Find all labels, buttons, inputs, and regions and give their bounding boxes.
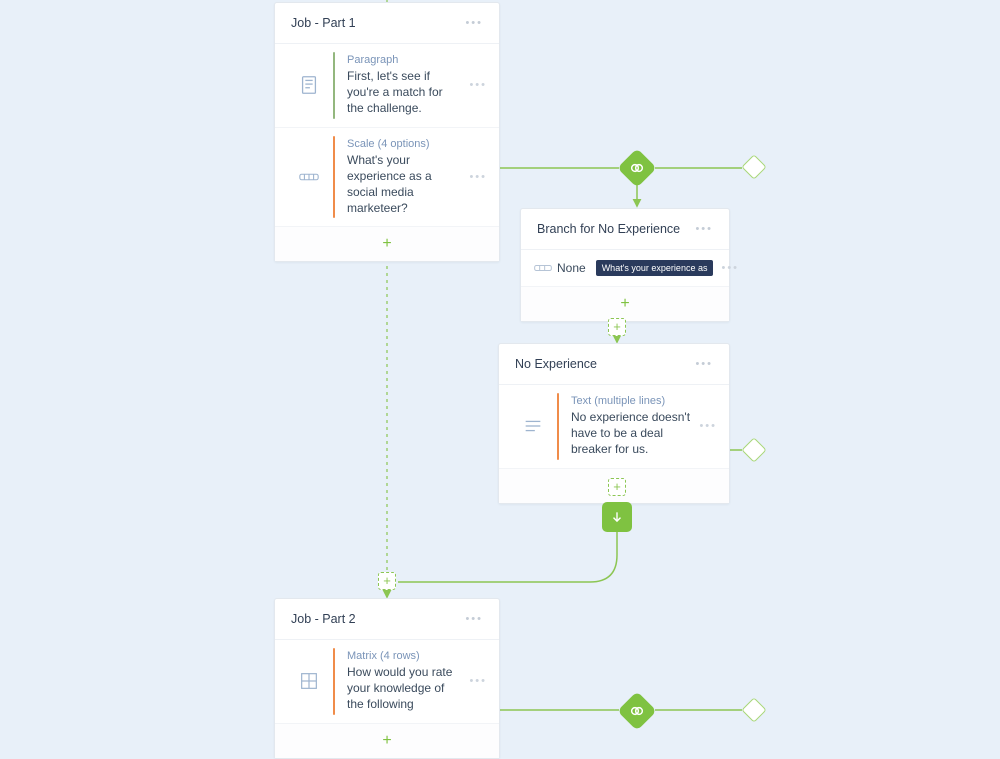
card-title: No Experience (515, 357, 597, 371)
item-text: How would you rate your knowledge of the… (347, 664, 461, 713)
card-menu-icon[interactable]: ••• (695, 358, 713, 370)
item-matrix[interactable]: Matrix (4 rows) How would you rate your … (275, 640, 499, 724)
item-text: First, let's see if you're a match for t… (347, 68, 461, 117)
item-text: No experience doesn't have to be a deal … (571, 409, 691, 458)
continue-down-button[interactable] (602, 502, 632, 532)
item-menu-icon[interactable]: ••• (691, 420, 717, 432)
item-menu-icon[interactable]: ••• (461, 171, 487, 183)
item-text-multiline[interactable]: Text (multiple lines) No experience does… (499, 385, 729, 469)
branch-condition-row[interactable]: None What's your experience as ••• (521, 250, 729, 287)
condition-label: None (553, 261, 596, 275)
item-type-label: Text (multiple lines) (571, 395, 691, 407)
card-branch-no-experience[interactable]: Branch for No Experience ••• None What's… (520, 208, 730, 322)
card-title: Branch for No Experience (537, 222, 680, 236)
item-type-label: Matrix (4 rows) (347, 650, 461, 662)
branch-endpoint-icon[interactable] (741, 697, 766, 722)
insert-node-button[interactable]: + (608, 478, 626, 496)
condition-chip: What's your experience as (596, 260, 714, 276)
branch-endpoint-icon[interactable] (741, 437, 766, 462)
item-menu-icon[interactable]: ••• (713, 262, 739, 274)
decision-diamond[interactable] (617, 148, 657, 188)
card-title: Job - Part 2 (291, 612, 356, 626)
item-menu-icon[interactable]: ••• (461, 675, 487, 687)
item-text: What's your experience as a social media… (347, 152, 461, 217)
scale-icon (533, 263, 553, 273)
decision-diamond[interactable] (617, 691, 657, 731)
card-menu-icon[interactable]: ••• (465, 613, 483, 625)
item-type-label: Scale (4 options) (347, 138, 461, 150)
item-type-label: Paragraph (347, 54, 461, 66)
document-icon (289, 74, 329, 96)
add-item-button[interactable]: + (275, 227, 499, 261)
insert-node-button[interactable]: + (378, 572, 396, 590)
add-item-button[interactable]: + (275, 724, 499, 758)
insert-node-button[interactable]: + (608, 318, 626, 336)
item-scale[interactable]: Scale (4 options) What's your experience… (275, 128, 499, 228)
card-job-part-2[interactable]: Job - Part 2 ••• Matrix (4 rows) How wou… (274, 598, 500, 759)
card-job-part-1[interactable]: Job - Part 1 ••• Paragraph First, let's … (274, 2, 500, 262)
item-menu-icon[interactable]: ••• (461, 79, 487, 91)
card-title: Job - Part 1 (291, 16, 356, 30)
card-menu-icon[interactable]: ••• (465, 17, 483, 29)
item-paragraph[interactable]: Paragraph First, let's see if you're a m… (275, 44, 499, 128)
matrix-icon (289, 670, 329, 692)
textlines-icon (513, 415, 553, 437)
add-item-button[interactable]: + (521, 287, 729, 321)
scale-icon (289, 166, 329, 188)
branch-endpoint-icon[interactable] (741, 154, 766, 179)
card-menu-icon[interactable]: ••• (695, 223, 713, 235)
